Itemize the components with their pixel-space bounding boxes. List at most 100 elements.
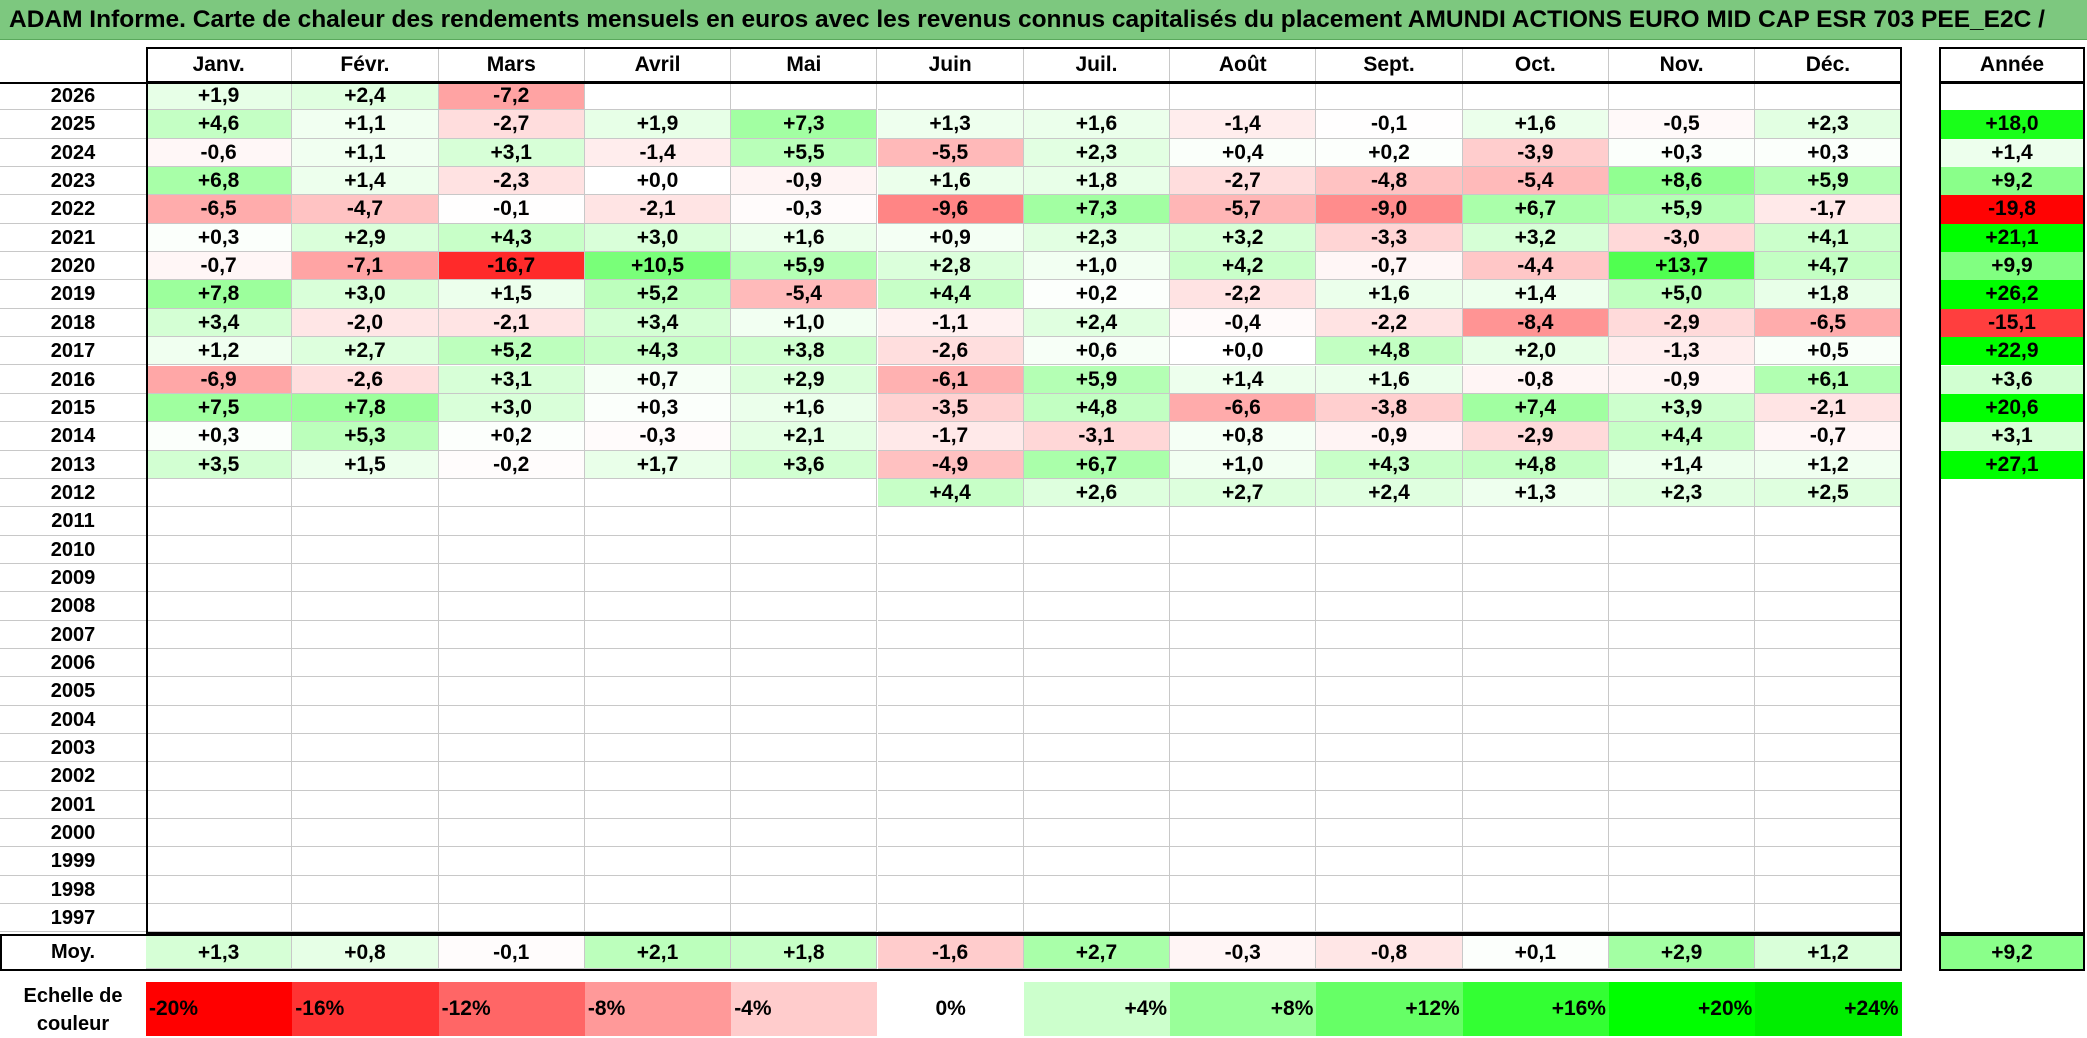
annual-cell: +18,0 (1939, 110, 2085, 139)
heatmap-cell: -2,0 (292, 308, 439, 338)
annual-cell (1939, 819, 2085, 848)
heatmap-cell (1023, 649, 1171, 678)
heatmap-cell (1755, 904, 1902, 933)
heatmap-cell: -7,1 (292, 252, 439, 281)
heatmap-cell (438, 620, 585, 649)
heatmap-cell: +1,4 (1462, 280, 1609, 309)
annual-cell (1939, 734, 2085, 763)
heatmap-cell (438, 563, 585, 593)
heatmap-cell: +1,9 (584, 110, 732, 139)
heatmap-cell (1023, 677, 1171, 706)
heatmap-cell (146, 592, 293, 621)
heatmap-cell: +2,6 (1023, 478, 1171, 508)
heatmap-cell (1462, 620, 1609, 649)
heatmap-cell (438, 790, 585, 820)
annual-cell: +21,1 (1939, 223, 2085, 253)
heatmap-cell: -2,2 (1316, 308, 1463, 338)
heatmap-cell (146, 677, 293, 706)
heatmap-cell: +3,0 (292, 280, 439, 309)
heatmap-cell (731, 875, 878, 905)
heatmap-cell (146, 705, 293, 735)
heatmap-cell: +3,2 (1170, 223, 1317, 253)
year-label: 2007 (0, 621, 146, 649)
heatmap-cell (438, 677, 585, 706)
chart-title: ADAM Informe. Carte de chaleur des rende… (0, 0, 2087, 40)
heatmap-cell (1462, 847, 1609, 876)
heatmap-cell: +2,4 (292, 82, 439, 111)
heatmap-cell (877, 535, 1024, 564)
heatmap-cell (1462, 819, 1609, 848)
heatmap-cell: -0,3 (731, 195, 878, 224)
year-label: 2011 (0, 507, 146, 536)
heatmap-cell: +1,3 (1462, 478, 1609, 508)
heatmap-cell: -8,4 (1462, 308, 1609, 338)
heatmap-cell (1462, 535, 1609, 564)
year-label: 2000 (0, 819, 146, 848)
heatmap-cell: +2,3 (1023, 223, 1171, 253)
heatmap-cell: -4,8 (1316, 167, 1463, 196)
heatmap-cell: +5,2 (438, 337, 585, 366)
heatmap-cell: +5,9 (1609, 195, 1756, 224)
heatmap-cell: +2,4 (1316, 478, 1463, 508)
heatmap-cell: -9,6 (877, 195, 1024, 224)
heatmap-cell (584, 535, 732, 564)
heatmap-cell (1462, 762, 1609, 791)
heatmap-cell (146, 478, 293, 508)
heatmap-cell: +7,8 (292, 393, 439, 423)
average-cell: +2,1 (584, 936, 732, 969)
heatmap-cell: -1,4 (1170, 110, 1317, 139)
heatmap-cell: -0,7 (146, 252, 293, 281)
heatmap-cell: +1,1 (292, 138, 439, 168)
heatmap-cell (877, 649, 1024, 678)
heatmap-cell (877, 904, 1024, 933)
heatmap-cell: -2,7 (438, 110, 585, 139)
heatmap-cell (292, 649, 439, 678)
year-label: 2010 (0, 536, 146, 564)
heatmap-cell (1316, 904, 1463, 933)
heatmap-cell: -6,6 (1170, 393, 1317, 423)
heatmap-cell: -0,7 (1755, 422, 1902, 451)
heatmap-cell (438, 904, 585, 933)
heatmap-cell (1462, 507, 1609, 536)
heatmap-cell (877, 507, 1024, 536)
heatmap-cell (1755, 790, 1902, 820)
heatmap-cell: +5,3 (292, 422, 439, 451)
heatmap-cell (1462, 82, 1609, 111)
year-label: 2002 (0, 762, 146, 791)
heatmap-cell (292, 875, 439, 905)
heatmap-cell (1023, 734, 1171, 763)
year-label: 2009 (0, 564, 146, 593)
scale-label: Echelle de couleur (23, 985, 123, 1035)
heatmap-cell (731, 507, 878, 536)
heatmap-cell (146, 734, 293, 763)
heatmap-cell: -2,3 (438, 167, 585, 196)
heatmap-cell (731, 705, 878, 735)
heatmap-cell (438, 535, 585, 564)
heatmap-cell: +1,5 (292, 450, 439, 479)
year-label: 1998 (0, 876, 146, 905)
heatmap-cell: +1,6 (1462, 110, 1609, 139)
heatmap-cell (146, 904, 293, 933)
heatmap-cell (1023, 82, 1171, 111)
heatmap-cell: -1,1 (877, 308, 1024, 338)
heatmap-cell (1316, 847, 1463, 876)
heatmap-cell: +10,5 (584, 252, 732, 281)
heatmap-cell: -1,7 (877, 422, 1024, 451)
heatmap-cell (1755, 592, 1902, 621)
annual-cell: +3,6 (1939, 365, 2085, 394)
heatmap-cell (1755, 535, 1902, 564)
year-label: 2001 (0, 791, 146, 820)
annual-cell: +27,1 (1939, 450, 2085, 479)
heatmap-cell: -2,1 (438, 308, 585, 338)
heatmap-cell: +5,5 (731, 138, 878, 168)
heatmap-cell (584, 734, 732, 763)
heatmap-cell (1316, 705, 1463, 735)
heatmap-cell: +1,6 (731, 393, 878, 423)
heatmap-cell: +3,0 (584, 223, 732, 253)
heatmap-cell (584, 507, 732, 536)
year-label: 1999 (0, 847, 146, 876)
heatmap-cell: +1,0 (731, 308, 878, 338)
heatmap-cell (1170, 875, 1317, 905)
month-header: Janv. (146, 47, 293, 82)
year-label: 2026 (0, 82, 146, 111)
